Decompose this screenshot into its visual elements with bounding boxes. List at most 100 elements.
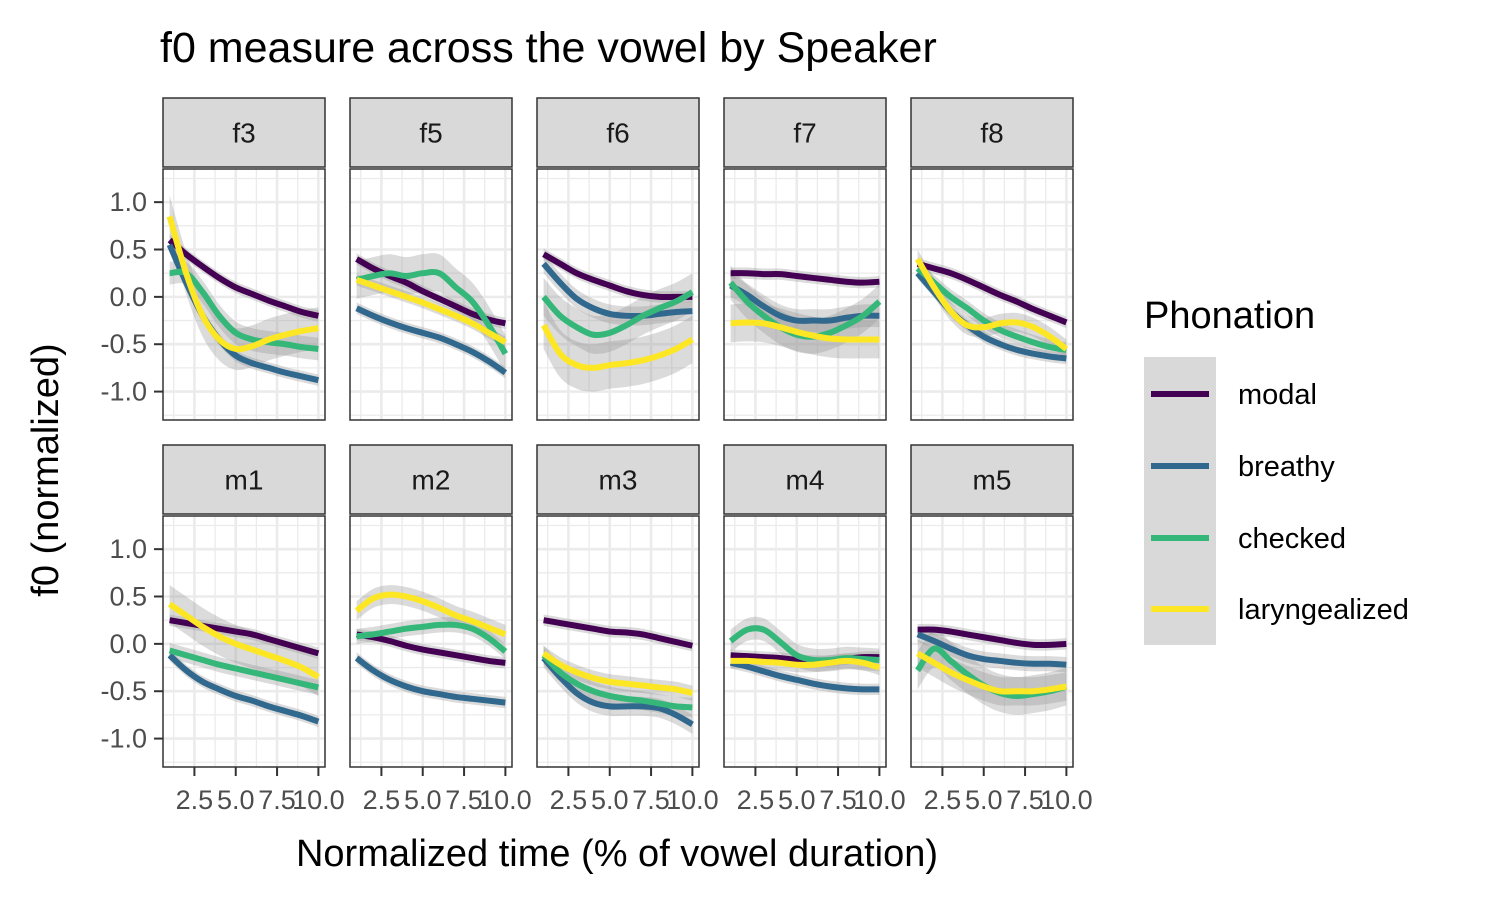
- facet-strip: [349, 97, 513, 168]
- x-tick-label: 10.0: [292, 785, 345, 815]
- y-tick-label: 1.0: [109, 187, 147, 217]
- x-tick-label: 2.5: [924, 785, 962, 815]
- series-line-checked: [728, 625, 880, 664]
- facet-panel-f5: f5: [349, 97, 513, 421]
- facet-panel-m3: m3: [536, 444, 700, 768]
- legend-title: Phonation: [1144, 295, 1315, 337]
- x-tick-label: 7.5: [1006, 785, 1044, 815]
- panel-grid: [911, 169, 1073, 420]
- confidence-band-laryngealized: [356, 585, 506, 644]
- y-tick-label: -0.5: [100, 329, 147, 359]
- facet-strip-label: m4: [786, 465, 825, 496]
- facet-strip: [536, 97, 700, 168]
- panel-grid: [537, 169, 699, 420]
- facet-strip: [723, 97, 887, 168]
- panel-border: [723, 168, 887, 421]
- x-axis-m2: 2.5 5.0 7.510.0: [363, 767, 532, 815]
- series-line-laryngealized: [730, 657, 881, 671]
- facet-panel-f6: f6: [536, 97, 700, 421]
- confidence-band-laryngealized: [169, 585, 319, 696]
- series-line-modal: [167, 237, 320, 319]
- facet-strip: [162, 444, 326, 515]
- facet-strip-label: f8: [980, 118, 1003, 149]
- series-line-checked: [169, 268, 319, 352]
- series-line-breathy: [916, 631, 1067, 668]
- series-line-checked: [541, 289, 694, 339]
- series-line-laryngealized: [167, 601, 320, 680]
- panel-border: [910, 515, 1074, 768]
- confidence-band-checked: [543, 645, 693, 717]
- series-line-breathy: [541, 261, 693, 320]
- panel-border: [723, 515, 887, 768]
- series-line-breathy: [355, 305, 508, 376]
- panel-border: [349, 168, 513, 421]
- panel-data: [915, 623, 1068, 715]
- y-tick-label: 1.0: [109, 534, 147, 564]
- confidence-band-modal: [169, 234, 319, 322]
- facet-strip-label: f6: [606, 118, 629, 149]
- panel-data: [355, 253, 508, 379]
- y-tick-label: -0.5: [100, 676, 147, 706]
- x-axis-m3: 2.5 5.0 7.510.0: [550, 767, 719, 815]
- x-tick-label: 7.5: [632, 785, 670, 815]
- series-line-breathy: [167, 653, 320, 725]
- facet-strip-label: m1: [225, 465, 264, 496]
- x-axis-title: Normalized time (% of vowel duration): [296, 833, 938, 875]
- facet-panel-f7: f7: [723, 97, 887, 421]
- x-tick-label: 2.5: [176, 785, 214, 815]
- x-tick-label: 10.0: [479, 785, 532, 815]
- facet-strip-label: m5: [973, 465, 1012, 496]
- facet-panel-m4: m4: [723, 444, 887, 768]
- legend-label: modal: [1238, 379, 1317, 411]
- facet-strip: [910, 97, 1074, 168]
- x-tick-label: 7.5: [819, 785, 857, 815]
- facet-strip-label: f3: [232, 118, 255, 149]
- panel-data: [728, 265, 882, 359]
- facet-panel-m1: m1: [162, 444, 326, 768]
- series-line-laryngealized: [355, 276, 507, 345]
- confidence-band-checked: [730, 265, 880, 354]
- legend-item-modal: modal: [1151, 379, 1317, 411]
- legend-entries: modal breathy checked laryngealized: [1151, 379, 1409, 626]
- x-tick-label: 10.0: [853, 785, 906, 815]
- x-tick-label: 5.0: [591, 785, 629, 815]
- panel-background: [724, 516, 886, 767]
- legend-label: checked: [1238, 523, 1346, 555]
- panel-data: [354, 585, 508, 709]
- series-line-breathy: [729, 659, 880, 693]
- series-line-checked: [168, 647, 320, 691]
- series-line-modal: [543, 617, 694, 649]
- panel-data: [915, 249, 1069, 365]
- series-line-laryngealized: [166, 215, 319, 353]
- confidence-band-checked: [356, 253, 506, 373]
- series-line-laryngealized: [730, 319, 880, 343]
- x-tick-label: 5.0: [778, 785, 816, 815]
- legend-key-background: [1144, 357, 1216, 645]
- x-tick-label: 7.5: [258, 785, 296, 815]
- series-line-checked: [355, 269, 508, 356]
- y-axes: 1.0 0.5 0.0 -0.5 -1.0 1.0 0.5 0.0 -0.5 -1.0: [100, 187, 163, 754]
- confidence-band-laryngealized: [917, 249, 1067, 359]
- y-tick-label: 0.0: [109, 629, 147, 659]
- x-axis-m1: 2.5 5.0 7.510.0: [176, 767, 345, 815]
- y-axis-bottom: 1.0 0.5 0.0 -0.5 -1.0: [100, 534, 163, 754]
- series-line-modal: [916, 260, 1068, 326]
- x-axis: 2.5 5.0 7.510.0 2.5 5.0 7.510.0 2.5 5.0 7.510.0 2…: [176, 767, 1093, 815]
- panel-border: [536, 515, 700, 768]
- panel-border: [349, 515, 513, 768]
- panel-border: [162, 168, 326, 421]
- y-tick-label: 0.5: [109, 235, 147, 265]
- panel-border: [536, 168, 700, 421]
- facet-panel-f3: f3: [162, 97, 326, 421]
- panel-border: [910, 168, 1074, 421]
- panel-data: [540, 248, 694, 392]
- facet-strip-label: f5: [419, 118, 442, 149]
- x-tick-label: 10.0: [1040, 785, 1093, 815]
- legend-label: laryngealized: [1238, 594, 1409, 626]
- x-tick-label: 10.0: [666, 785, 719, 815]
- y-tick-label: 0.5: [109, 582, 147, 612]
- confidence-band-breathy: [543, 648, 693, 734]
- facet-strip: [910, 444, 1074, 515]
- confidence-band-breathy: [356, 652, 506, 709]
- facet-panel-m2: m2: [349, 444, 513, 768]
